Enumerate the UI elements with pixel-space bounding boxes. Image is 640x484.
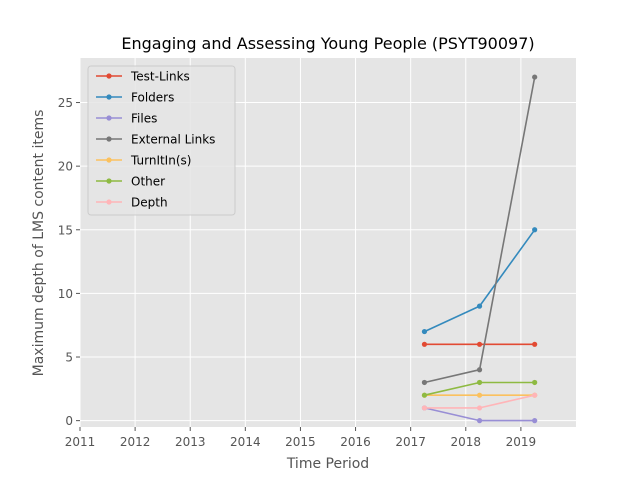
data-point-folders (421, 328, 428, 335)
legend-label: Depth (131, 196, 168, 210)
x-axis-label: Time Period (286, 456, 369, 472)
legend-marker (106, 94, 112, 100)
y-tick-label: 15 (58, 223, 73, 237)
legend-marker (106, 178, 112, 184)
legend: Test-Links Folders Files External Links Turn… (87, 65, 236, 216)
data-point-files (532, 418, 538, 424)
legend-entry: External Links (96, 133, 215, 147)
legend-entry: Depth (96, 196, 168, 210)
x-tick-label: 2019 (506, 435, 537, 449)
data-point-files (476, 418, 483, 424)
x-tick-label: 2014 (230, 435, 261, 449)
data-point-depth (476, 405, 483, 411)
y-tick-label: 10 (58, 287, 73, 301)
legend-entry: Test-Links (96, 70, 190, 84)
data-point-external-links (421, 379, 428, 386)
legend-label: External Links (131, 133, 215, 147)
data-point-test-links (532, 341, 538, 347)
y-axis-label: Maximum depth of LMS content items (31, 110, 47, 377)
x-tick-label: 2017 (395, 435, 426, 449)
x-tick-label: 2015 (285, 435, 316, 449)
data-point-external-links (532, 74, 538, 80)
data-series (421, 74, 538, 424)
data-point-other (421, 392, 428, 398)
legend-box (87, 65, 236, 216)
x-tick-label: 2011 (65, 435, 96, 449)
legend-label: TurnItIn(s) (130, 154, 191, 168)
legend-label: Folders (131, 91, 174, 105)
data-point-external-links (476, 367, 483, 373)
gridlines (79, 58, 576, 427)
x-tick-label: 2012 (120, 435, 151, 449)
legend-marker (106, 199, 112, 205)
data-point-folders (532, 227, 538, 233)
y-tick-label: 5 (65, 351, 73, 365)
data-point-test-links (421, 341, 428, 347)
y-tick-label: 20 (58, 160, 73, 174)
data-point-depth (421, 405, 428, 411)
data-point-folders (476, 303, 483, 309)
data-point-other (476, 379, 483, 386)
data-point-turnitin-s (476, 392, 483, 398)
legend-marker (106, 73, 112, 79)
legend-entry: Folders (96, 91, 174, 105)
legend-entry: Other (96, 175, 165, 189)
series-test-links (421, 341, 538, 347)
legend-marker (106, 136, 112, 142)
chart-title: Engaging and Assessing Young People (PSY… (121, 34, 534, 53)
series-folders (421, 227, 538, 335)
legend-marker (106, 115, 112, 121)
legend-entry: Files (96, 112, 157, 126)
data-point-other (532, 379, 538, 386)
legend-label: Files (131, 112, 157, 126)
x-tick-label: 2016 (340, 435, 371, 449)
legend-entry: TurnItIn(s) (96, 154, 191, 168)
legend-marker (106, 157, 112, 163)
series-depth (421, 392, 538, 411)
y-tick-label: 25 (58, 96, 73, 110)
series-external-links (421, 74, 538, 386)
x-tick-label: 2013 (175, 435, 206, 449)
series-other (421, 379, 538, 398)
y-tick-label: 0 (65, 414, 73, 428)
x-tick-label: 2018 (451, 435, 482, 449)
axis-ticks: 2011 2012 2013 2014 2015 2016 2017 2018 20190510… (58, 96, 536, 449)
data-point-depth (532, 392, 538, 398)
legend-label: Test-Links (130, 70, 190, 84)
legend-label: Other (131, 175, 165, 189)
data-point-test-links (476, 341, 483, 347)
